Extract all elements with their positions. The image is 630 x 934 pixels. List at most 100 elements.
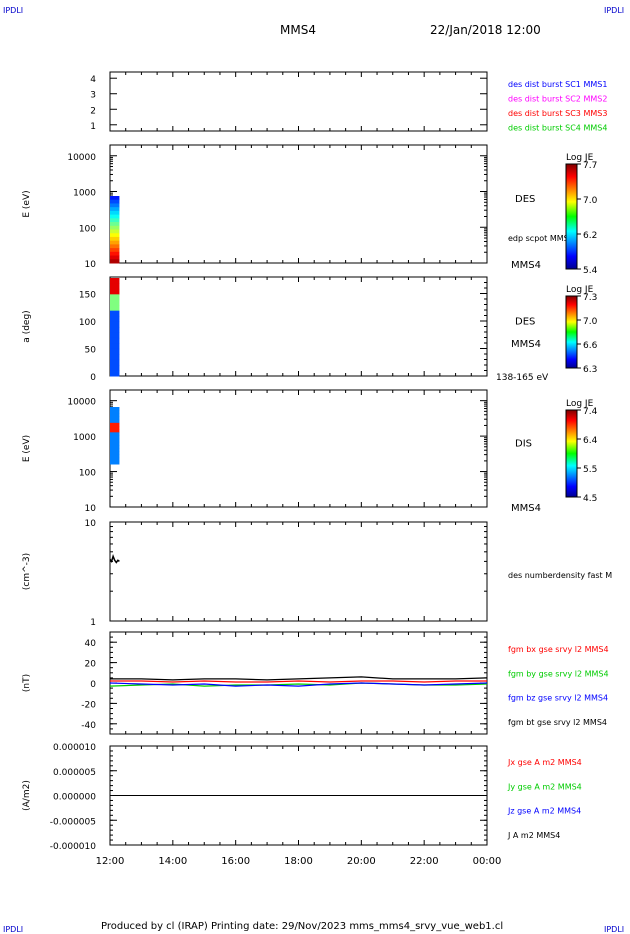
y-axis-label: (A/m2) [22, 780, 32, 811]
spectrogram-cell [110, 337, 120, 344]
spectrogram-cell [110, 327, 120, 333]
spectrogram-cell [110, 419, 120, 424]
spectrogram-cell [110, 196, 120, 201]
panel-sublabel: edp scpot MMS4 [508, 234, 574, 243]
panel-label: DIS [515, 439, 532, 450]
spectrogram-cell [110, 359, 120, 366]
spectrogram-cell [110, 203, 120, 208]
x-tick-label: 12:00 [96, 856, 125, 867]
colorbar-title: Log JE [566, 153, 594, 163]
spectrogram-cell [110, 259, 120, 264]
spacecraft-title: MMS4 [280, 23, 316, 37]
panel-sublabel: MMS4 [511, 339, 541, 350]
y-tick-label: 0.000005 [53, 768, 96, 778]
spectrogram-cell [110, 343, 120, 350]
spectrogram-cell [110, 236, 120, 242]
spectrogram-cell [110, 407, 120, 411]
legend-entry: Jz gse A m2 MMS4 [507, 807, 581, 816]
spectrogram-cell [110, 218, 120, 223]
spectrogram-cell [110, 432, 120, 436]
panel-frame-2 [109, 276, 488, 377]
y-tick-label: 1 [90, 618, 96, 628]
y-tick-label: 100 [79, 318, 96, 328]
spectrogram-cell [110, 348, 120, 355]
y-tick-label: -20 [81, 700, 96, 710]
x-tick-label: 14:00 [158, 856, 187, 867]
spectrogram-cell [110, 288, 120, 295]
y-tick-label: 0 [90, 680, 96, 690]
spectrogram-cell [110, 332, 120, 339]
y-tick-label: -40 [81, 721, 96, 731]
spectrogram-cell [110, 248, 120, 253]
spectrogram-cell [110, 370, 120, 377]
spectrogram-cell [110, 251, 120, 257]
legend-entry: des numberdensity fast M [508, 571, 612, 580]
colorbar-tick-label: 7.4 [583, 407, 598, 417]
b-series-3 [110, 676, 488, 681]
panel-label: DES [515, 317, 535, 328]
y-tick-label: 10 [85, 519, 97, 529]
legend-entry: J A m2 MMS4 [507, 831, 560, 840]
y-tick-label: 0.000000 [53, 793, 96, 803]
panel-corner-label: 138-165 eV [496, 373, 549, 383]
colorbar-tick-label: 6.6 [583, 341, 598, 351]
y-tick-label: 10000 [67, 153, 96, 163]
y-tick-label: 0 [90, 373, 96, 383]
corner-label-top-right: IPDLI [604, 6, 624, 15]
spectrogram-cell [110, 354, 120, 361]
y-tick-label: 40 [85, 639, 97, 649]
spectrogram-cell [110, 413, 120, 417]
panel-corner-label: MMS4 [511, 260, 541, 271]
spectrogram-cell [110, 410, 120, 414]
legend-entry: Jy gse A m2 MMS4 [507, 782, 582, 791]
spectrogram-cell [110, 299, 120, 306]
colorbar-tick-label: 7.0 [583, 317, 598, 327]
spectrogram-cell [110, 233, 120, 238]
colorbar-tick-label: 5.5 [583, 465, 597, 475]
y-tick-label: 1000 [73, 433, 96, 443]
colorbar-tick-label: 4.5 [583, 494, 597, 504]
spectrogram-cell [110, 244, 120, 249]
legend-entry: fgm by gse srvy l2 MMS4 [508, 669, 609, 678]
y-tick-label: 10 [85, 260, 97, 270]
spectrogram-cell [110, 448, 120, 452]
y-axis-label: E (eV) [22, 190, 32, 217]
spectrogram-cell [110, 422, 120, 427]
panel-corner-label: MMS4 [511, 503, 541, 514]
spectrogram-cell [110, 426, 120, 430]
y-tick-label: 10000 [67, 398, 96, 408]
panel-frame-0 [109, 71, 488, 132]
spectrogram-cell [110, 255, 120, 260]
x-tick-label: 18:00 [284, 856, 313, 867]
spectrogram-cell [110, 451, 120, 455]
spectrogram-cell [110, 365, 120, 372]
panel-frame-5 [109, 631, 488, 735]
y-axis-label: (nT) [22, 674, 32, 692]
spectrogram-cell [110, 441, 120, 446]
spectrogram-cell [110, 438, 120, 443]
x-tick-label: 22:00 [410, 856, 439, 867]
legend-entry: des dist burst SC2 MMS2 [508, 95, 607, 104]
spectrogram-cell [110, 229, 120, 234]
colorbar-tick-label: 7.3 [583, 293, 597, 303]
spectrogram-cell [110, 278, 120, 284]
legend-entry: des dist burst SC3 MMS3 [508, 109, 607, 118]
y-tick-label: 4 [90, 75, 96, 85]
spectrogram-cell [110, 454, 120, 459]
colorbar-tick-label: 6.4 [583, 436, 598, 446]
y-tick-label: 150 [79, 291, 96, 301]
legend-entry: fgm bz gse srvy l2 MMS4 [508, 694, 608, 703]
colorbar-title: Log JE [566, 399, 594, 409]
b-series-2 [109, 682, 488, 687]
panel-frame-3 [109, 389, 488, 508]
y-tick-label: -0.000010 [50, 842, 96, 852]
spectrogram-cell [110, 429, 120, 433]
x-tick-label: 00:00 [473, 856, 502, 867]
spectrogram-cell [110, 210, 120, 216]
spectrogram-cell [110, 435, 120, 440]
spectrogram-cell [110, 240, 120, 245]
corner-label-bottom-right: IPDLI [604, 925, 624, 934]
colorbar [565, 409, 578, 498]
spectrogram-cell [110, 310, 120, 317]
